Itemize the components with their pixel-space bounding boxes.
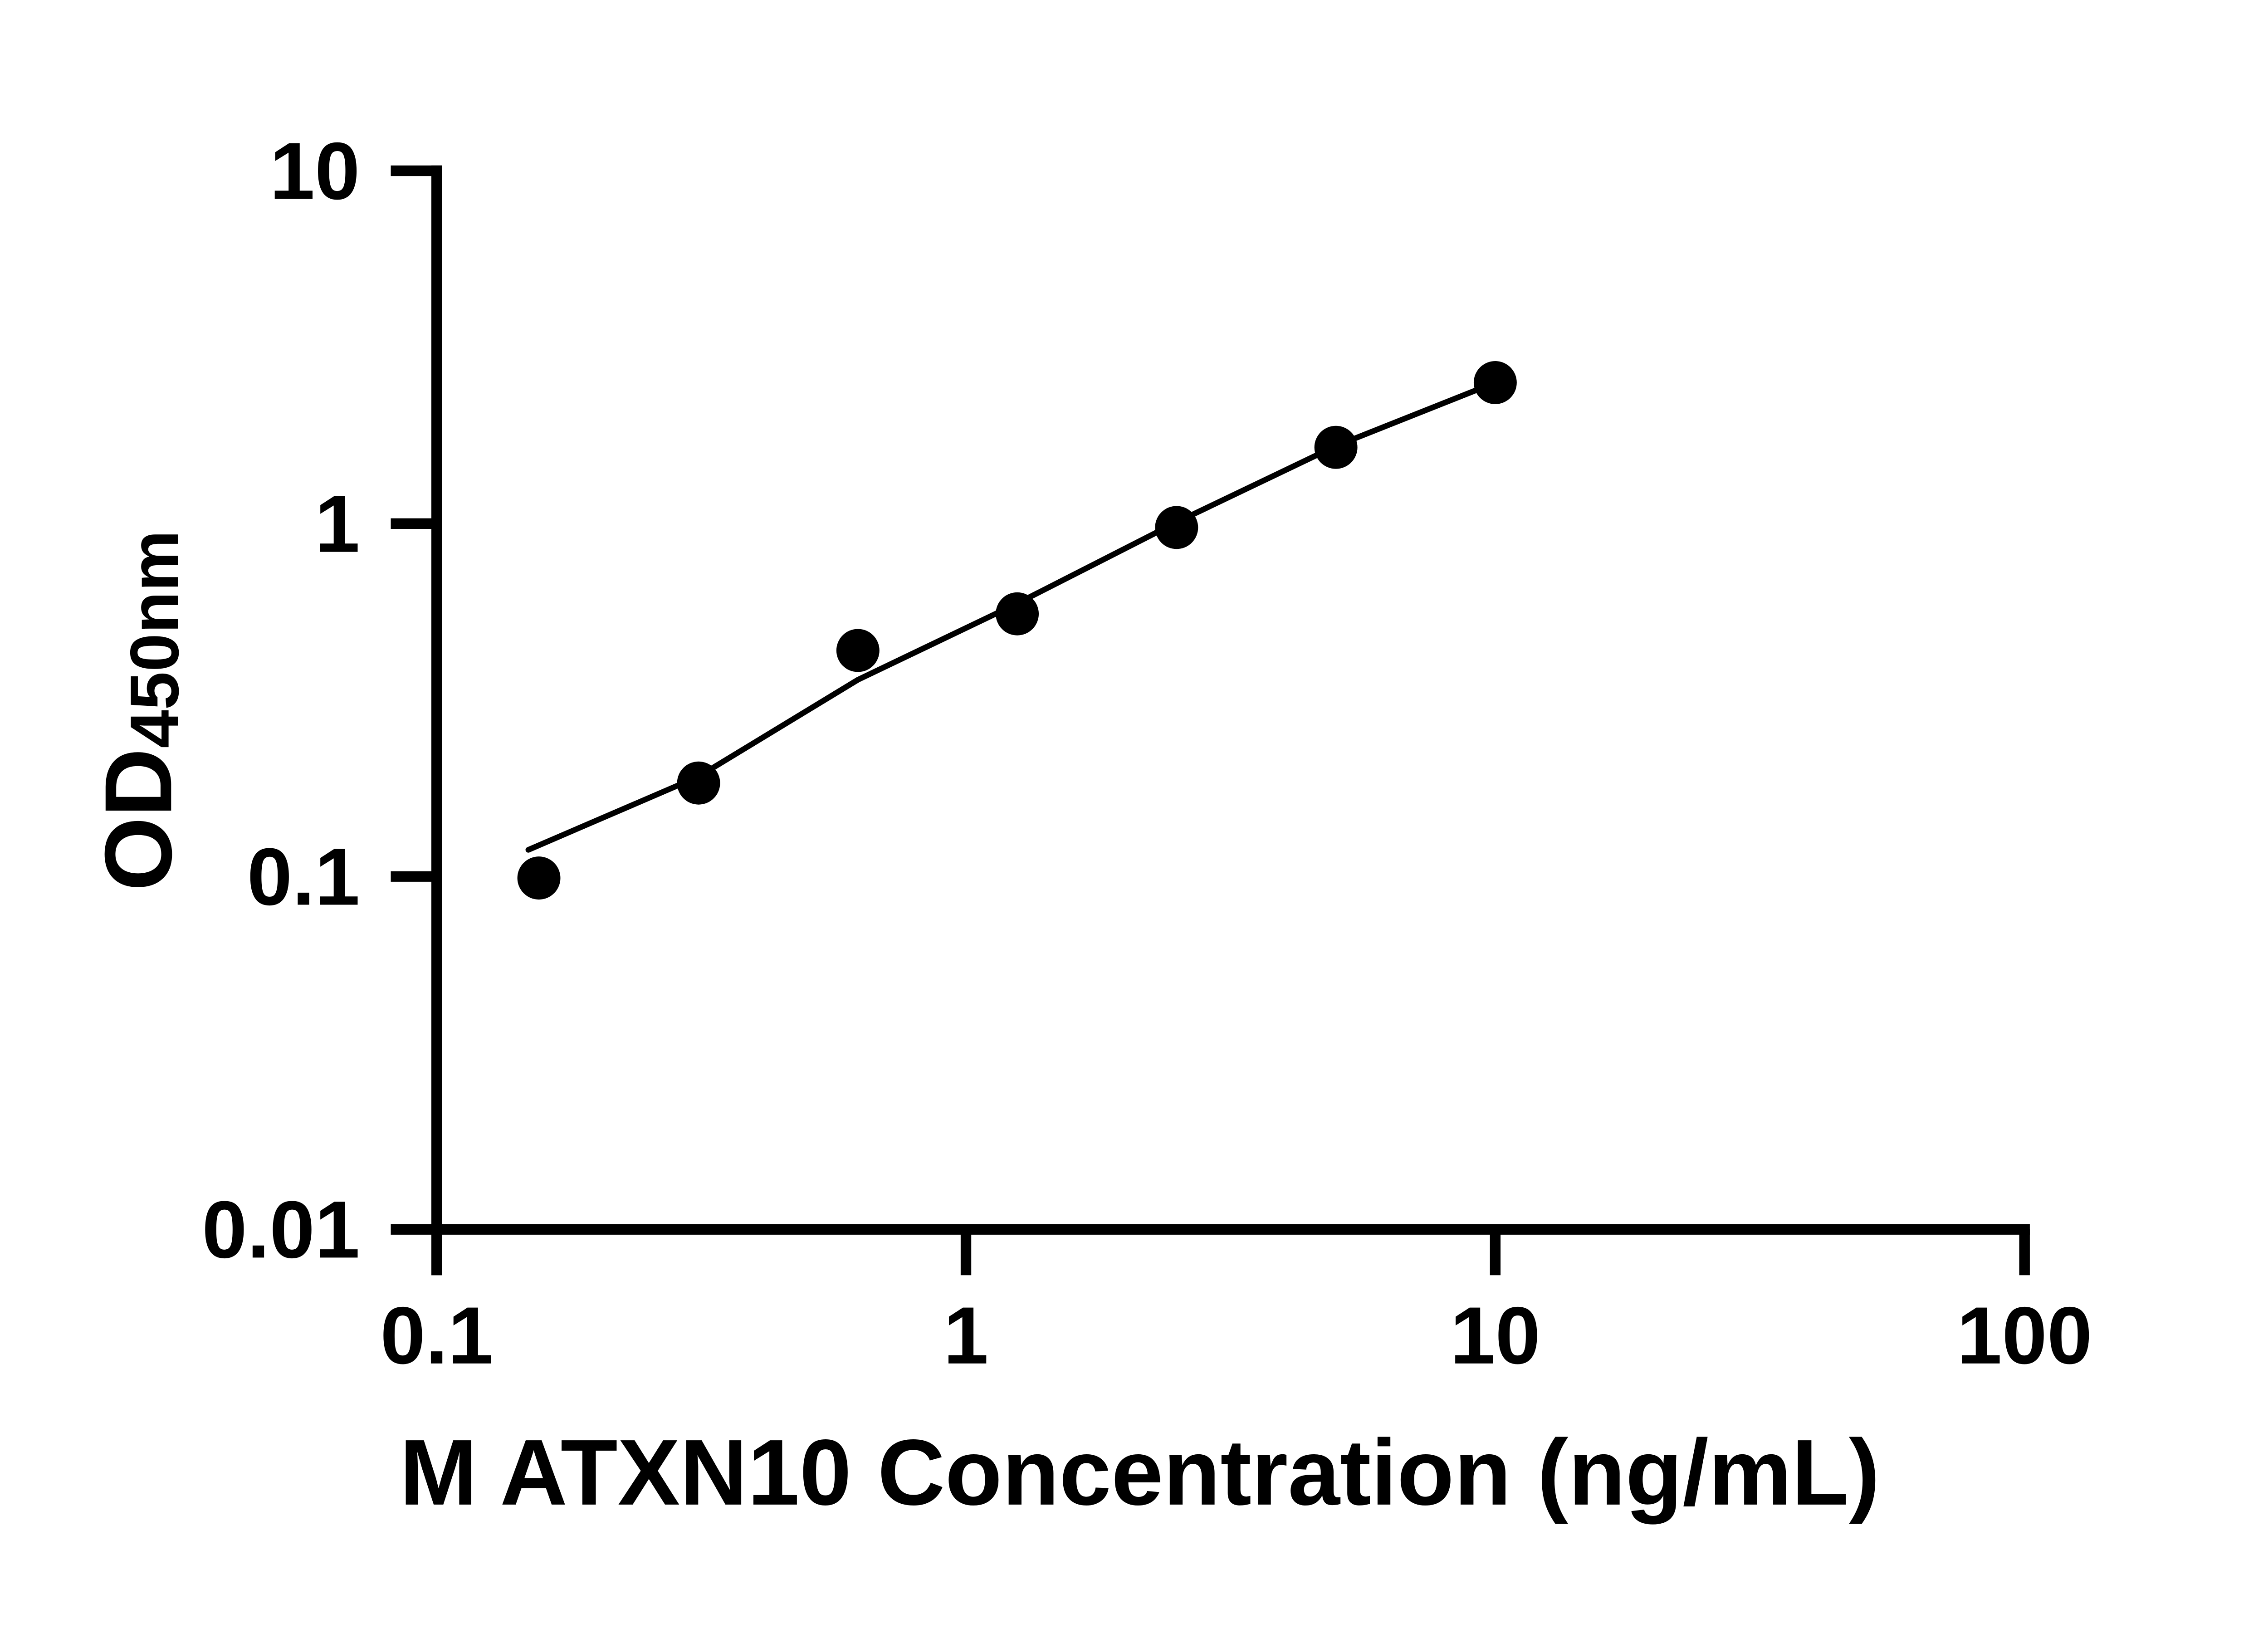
data-point <box>677 761 720 805</box>
data-point <box>1314 425 1358 469</box>
x-axis-title: M ATXN10 Concentration (ng/mL) <box>400 1420 1880 1525</box>
y-tick-label: 1 <box>315 479 360 569</box>
x-tick-label: 100 <box>1957 1290 2092 1381</box>
x-tick-label: 1 <box>943 1290 989 1381</box>
y-tick-label: 10 <box>269 126 360 216</box>
data-point <box>517 856 561 900</box>
y-tick-label: 0.1 <box>247 831 360 922</box>
x-tick-label: 10 <box>1450 1290 1540 1381</box>
data-point <box>1155 506 1198 549</box>
data-point <box>836 629 880 672</box>
y-axis-title: OD450nm <box>85 530 193 891</box>
x-tick-label: 0.1 <box>380 1290 493 1381</box>
data-point <box>1473 361 1517 404</box>
y-tick-label: 0.01 <box>202 1184 360 1275</box>
data-point <box>996 592 1039 636</box>
y-axis-title-main: OD <box>85 748 191 891</box>
y-axis-title-subscript: 450nm <box>117 530 193 748</box>
